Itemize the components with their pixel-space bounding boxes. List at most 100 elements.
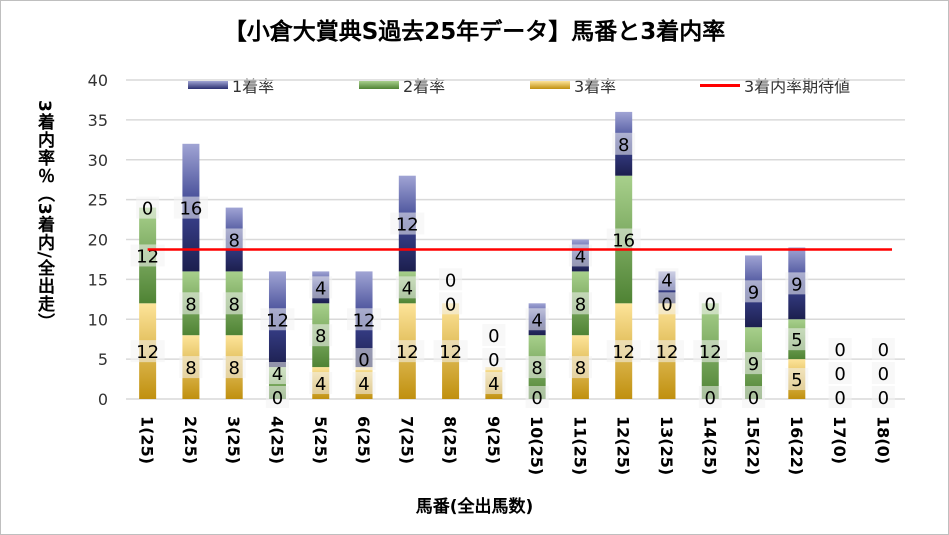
x-tick-label: 15(22) xyxy=(744,416,763,475)
legend-item-expected: 3着内率期待値 xyxy=(700,73,850,97)
data-label-box xyxy=(649,340,684,363)
x-tick-label: 4(25) xyxy=(267,416,286,464)
data-label: 4 xyxy=(272,364,283,385)
legend-label: 2着率 xyxy=(403,77,446,96)
data-label-box xyxy=(612,132,636,155)
data-label-box xyxy=(606,340,641,363)
data-label-box xyxy=(439,292,463,315)
data-label-box xyxy=(698,386,722,408)
data-label-box xyxy=(525,386,549,408)
data-label-box xyxy=(871,362,895,384)
data-label: 0 xyxy=(488,350,499,371)
data-label-box xyxy=(525,308,549,331)
data-label: 4 xyxy=(575,246,586,267)
y-tick-label: 40 xyxy=(88,71,108,90)
data-label: 12 xyxy=(396,215,419,236)
data-label: 8 xyxy=(618,135,629,156)
x-tick-label: 7(25) xyxy=(397,416,416,464)
data-label-box xyxy=(260,308,295,331)
data-label-box xyxy=(482,348,506,371)
data-label: 4 xyxy=(315,374,326,395)
legend-item-2nd: 2着率 xyxy=(359,73,445,97)
data-label-box xyxy=(265,386,289,408)
data-label: 12 xyxy=(612,342,635,363)
data-label-box xyxy=(693,340,728,363)
data-label-box xyxy=(352,348,376,371)
data-label-box xyxy=(390,212,425,235)
data-label: 0 xyxy=(705,388,716,409)
chart-title: 【小倉大賞典S過去25年データ】馬番と3着内率 xyxy=(223,19,726,45)
data-label: 8 xyxy=(185,294,196,315)
data-label: 12 xyxy=(656,342,679,363)
data-label: 0 xyxy=(445,270,456,291)
data-label: 4 xyxy=(531,310,542,331)
data-label-box xyxy=(828,386,852,408)
data-label: 4 xyxy=(315,278,326,299)
data-label: 9 xyxy=(791,274,802,295)
data-label-box xyxy=(179,356,203,379)
legend-label: 3着内率期待値 xyxy=(744,77,851,96)
data-label-box xyxy=(179,292,203,315)
data-label-box xyxy=(655,292,679,315)
x-tick-label: 17(0) xyxy=(830,416,849,464)
data-label: 0 xyxy=(834,388,845,409)
data-label: 8 xyxy=(315,326,326,347)
data-label-box xyxy=(785,272,809,295)
legend-item-1st: 1着率 xyxy=(188,73,274,97)
x-tick-label: 10(25) xyxy=(527,416,546,475)
data-label: 4 xyxy=(488,374,499,395)
data-label-box xyxy=(871,386,895,408)
data-label: 0 xyxy=(878,388,889,409)
data-label-box xyxy=(309,372,333,395)
legend-label: 3着率 xyxy=(574,77,617,96)
y-tick-label: 0 xyxy=(98,390,108,409)
data-label-box xyxy=(136,196,160,219)
data-label: 4 xyxy=(661,270,672,291)
data-label: 12 xyxy=(136,342,159,363)
data-label: 0 xyxy=(834,364,845,385)
y-tick-label: 15 xyxy=(88,270,108,289)
data-label: 4 xyxy=(402,278,413,299)
data-label-box xyxy=(568,356,592,379)
data-label-box xyxy=(222,292,246,315)
legend-swatch-3rd xyxy=(530,81,570,89)
data-label-box xyxy=(173,196,208,219)
data-label-box xyxy=(525,356,549,379)
data-label-box xyxy=(828,338,852,360)
y-tick-label: 25 xyxy=(88,191,108,210)
data-label: 16 xyxy=(179,199,202,220)
data-label-box xyxy=(698,292,722,315)
x-tick-label: 8(25) xyxy=(441,416,460,464)
data-label: 0 xyxy=(142,199,153,220)
data-label: 12 xyxy=(353,310,376,331)
data-label-box xyxy=(265,362,289,384)
data-label: 8 xyxy=(228,294,239,315)
data-label-box xyxy=(390,340,425,363)
x-tick-label: 3(25) xyxy=(224,416,243,464)
data-label-box xyxy=(828,362,852,384)
legend-swatch-expected xyxy=(700,83,740,87)
data-label: 12 xyxy=(699,342,722,363)
x-axis-label: 馬番(全出馬数) xyxy=(415,497,534,517)
data-label: 9 xyxy=(748,354,759,375)
data-label: 0 xyxy=(834,340,845,361)
data-label: 4 xyxy=(358,374,369,395)
x-tick-label: 9(25) xyxy=(484,416,503,464)
data-label: 0 xyxy=(488,326,499,347)
x-tick-label: 11(25) xyxy=(570,416,589,475)
data-label-box xyxy=(568,292,592,315)
data-label-box xyxy=(222,228,246,251)
data-label: 12 xyxy=(439,342,462,363)
data-label: 0 xyxy=(705,294,716,315)
data-label-box xyxy=(130,340,165,363)
data-label: 12 xyxy=(396,342,419,363)
data-label: 0 xyxy=(878,340,889,361)
data-label: 8 xyxy=(575,358,586,379)
data-label: 0 xyxy=(878,364,889,385)
data-label-box xyxy=(439,268,463,291)
data-label-box xyxy=(222,356,246,379)
data-label: 8 xyxy=(531,358,542,379)
data-label: 0 xyxy=(661,294,672,315)
